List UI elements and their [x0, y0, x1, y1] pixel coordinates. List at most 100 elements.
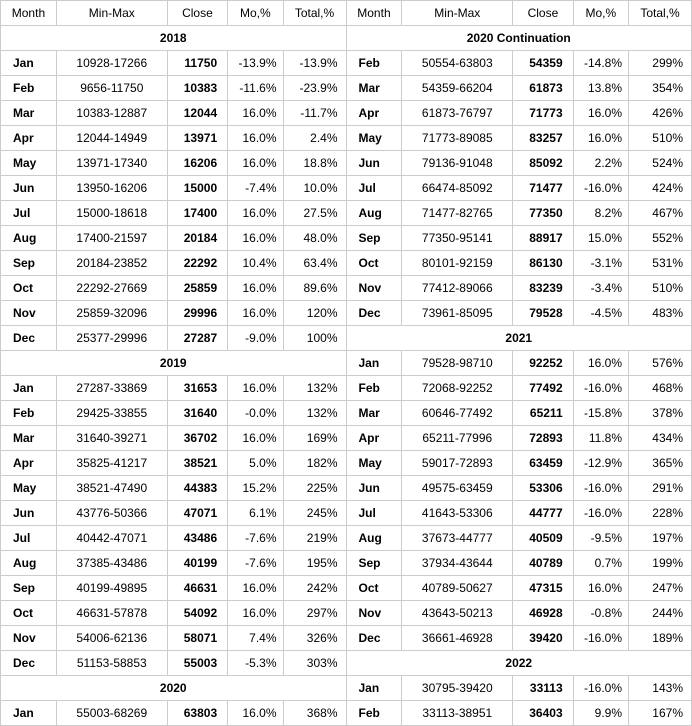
- table-row: Aug17400-215972018416.0%48.0%: [1, 226, 346, 251]
- mo-cell: -3.4%: [573, 276, 628, 301]
- mo-cell: -16.0%: [573, 676, 628, 701]
- left-column: Month Min-Max Close Mo,% Total,% 2018Jan…: [0, 0, 346, 726]
- close-cell: 36702: [167, 426, 227, 451]
- close-cell: 15000: [167, 176, 227, 201]
- total-cell: 182%: [283, 451, 345, 476]
- month-cell: Sep: [347, 551, 402, 576]
- mo-cell: 5.0%: [228, 451, 283, 476]
- minmax-cell: 10928-17266: [56, 51, 167, 76]
- total-cell: 2.4%: [283, 126, 345, 151]
- total-cell: 199%: [629, 551, 691, 576]
- forecast-table-wrapper: Month Min-Max Close Mo,% Total,% 2018Jan…: [0, 0, 692, 726]
- close-cell: 12044: [167, 101, 227, 126]
- month-cell: Jan: [347, 351, 402, 376]
- close-cell: 10383: [167, 76, 227, 101]
- minmax-cell: 25377-29996: [56, 326, 167, 351]
- month-cell: Jun: [347, 476, 402, 501]
- mo-cell: 16.0%: [228, 576, 283, 601]
- total-cell: 531%: [629, 251, 691, 276]
- table-row: Feb33113-38951364039.9%167%: [347, 701, 692, 726]
- total-cell: 510%: [629, 276, 691, 301]
- total-cell: 245%: [283, 501, 345, 526]
- mo-cell: 0.7%: [573, 551, 628, 576]
- mo-cell: 7.4%: [228, 626, 283, 651]
- mo-cell: -14.8%: [573, 51, 628, 76]
- total-cell: 378%: [629, 401, 691, 426]
- total-cell: 27.5%: [283, 201, 345, 226]
- minmax-cell: 43776-50366: [56, 501, 167, 526]
- table-row: Jun49575-6345953306-16.0%291%: [347, 476, 692, 501]
- total-cell: 132%: [283, 401, 345, 426]
- year-label: 2022: [347, 651, 692, 676]
- year-row: 2022: [347, 651, 692, 676]
- total-cell: 483%: [629, 301, 691, 326]
- minmax-cell: 20184-23852: [56, 251, 167, 276]
- month-cell: Feb: [1, 76, 56, 101]
- mo-cell: -16.0%: [573, 376, 628, 401]
- total-cell: 197%: [629, 526, 691, 551]
- mo-cell: 16.0%: [573, 351, 628, 376]
- total-cell: 468%: [629, 376, 691, 401]
- table-row: Sep37934-43644407890.7%199%: [347, 551, 692, 576]
- mo-cell: 6.1%: [228, 501, 283, 526]
- total-cell: 291%: [629, 476, 691, 501]
- total-cell: 434%: [629, 426, 691, 451]
- mo-cell: 15.2%: [228, 476, 283, 501]
- close-cell: 71477: [513, 176, 573, 201]
- minmax-cell: 37385-43486: [56, 551, 167, 576]
- month-cell: Sep: [347, 226, 402, 251]
- minmax-cell: 35825-41217: [56, 451, 167, 476]
- minmax-cell: 10383-12887: [56, 101, 167, 126]
- month-cell: Oct: [347, 576, 402, 601]
- table-row: Mar10383-128871204416.0%-11.7%: [1, 101, 346, 126]
- close-cell: 25859: [167, 276, 227, 301]
- mo-cell: 16.0%: [228, 701, 283, 726]
- total-cell: 365%: [629, 451, 691, 476]
- hdr-month: Month: [347, 1, 402, 26]
- year-row: 2020: [1, 676, 346, 701]
- month-cell: Jun: [1, 176, 56, 201]
- minmax-cell: 36661-46928: [402, 626, 513, 651]
- month-cell: Jan: [347, 676, 402, 701]
- close-cell: 54092: [167, 601, 227, 626]
- minmax-cell: 80101-92159: [402, 251, 513, 276]
- mo-cell: -0.8%: [573, 601, 628, 626]
- close-cell: 79528: [513, 301, 573, 326]
- table-row: Nov25859-320962999616.0%120%: [1, 301, 346, 326]
- month-cell: Jan: [1, 701, 56, 726]
- close-cell: 38521: [167, 451, 227, 476]
- mo-cell: -7.6%: [228, 526, 283, 551]
- minmax-cell: 55003-68269: [56, 701, 167, 726]
- close-cell: 29996: [167, 301, 227, 326]
- year-label: 2021: [347, 326, 692, 351]
- close-cell: 17400: [167, 201, 227, 226]
- table-row: Apr61873-767977177316.0%426%: [347, 101, 692, 126]
- table-row: Nov43643-5021346928-0.8%244%: [347, 601, 692, 626]
- minmax-cell: 40442-47071: [56, 526, 167, 551]
- month-cell: May: [1, 476, 56, 501]
- mo-cell: 13.8%: [573, 76, 628, 101]
- month-cell: Oct: [347, 251, 402, 276]
- close-cell: 88917: [513, 226, 573, 251]
- table-row: Nov77412-8906683239-3.4%510%: [347, 276, 692, 301]
- mo-cell: 2.2%: [573, 151, 628, 176]
- table-row: Mar54359-662046187313.8%354%: [347, 76, 692, 101]
- minmax-cell: 30795-39420: [402, 676, 513, 701]
- mo-cell: 16.0%: [228, 426, 283, 451]
- total-cell: 100%: [283, 326, 345, 351]
- minmax-cell: 15000-18618: [56, 201, 167, 226]
- month-cell: Apr: [347, 426, 402, 451]
- table-row: Feb50554-6380354359-14.8%299%: [347, 51, 692, 76]
- close-cell: 16206: [167, 151, 227, 176]
- table-row: May71773-890858325716.0%510%: [347, 126, 692, 151]
- left-header: Month Min-Max Close Mo,% Total,%: [1, 1, 346, 26]
- table-row: Mar60646-7749265211-15.8%378%: [347, 401, 692, 426]
- month-cell: Aug: [1, 551, 56, 576]
- minmax-cell: 38521-47490: [56, 476, 167, 501]
- table-row: Feb29425-3385531640-0.0%132%: [1, 401, 346, 426]
- month-cell: May: [347, 451, 402, 476]
- mo-cell: -13.9%: [228, 51, 283, 76]
- table-row: Oct80101-9215986130-3.1%531%: [347, 251, 692, 276]
- table-row: Jan27287-338693165316.0%132%: [1, 376, 346, 401]
- hdr-minmax: Min-Max: [56, 1, 167, 26]
